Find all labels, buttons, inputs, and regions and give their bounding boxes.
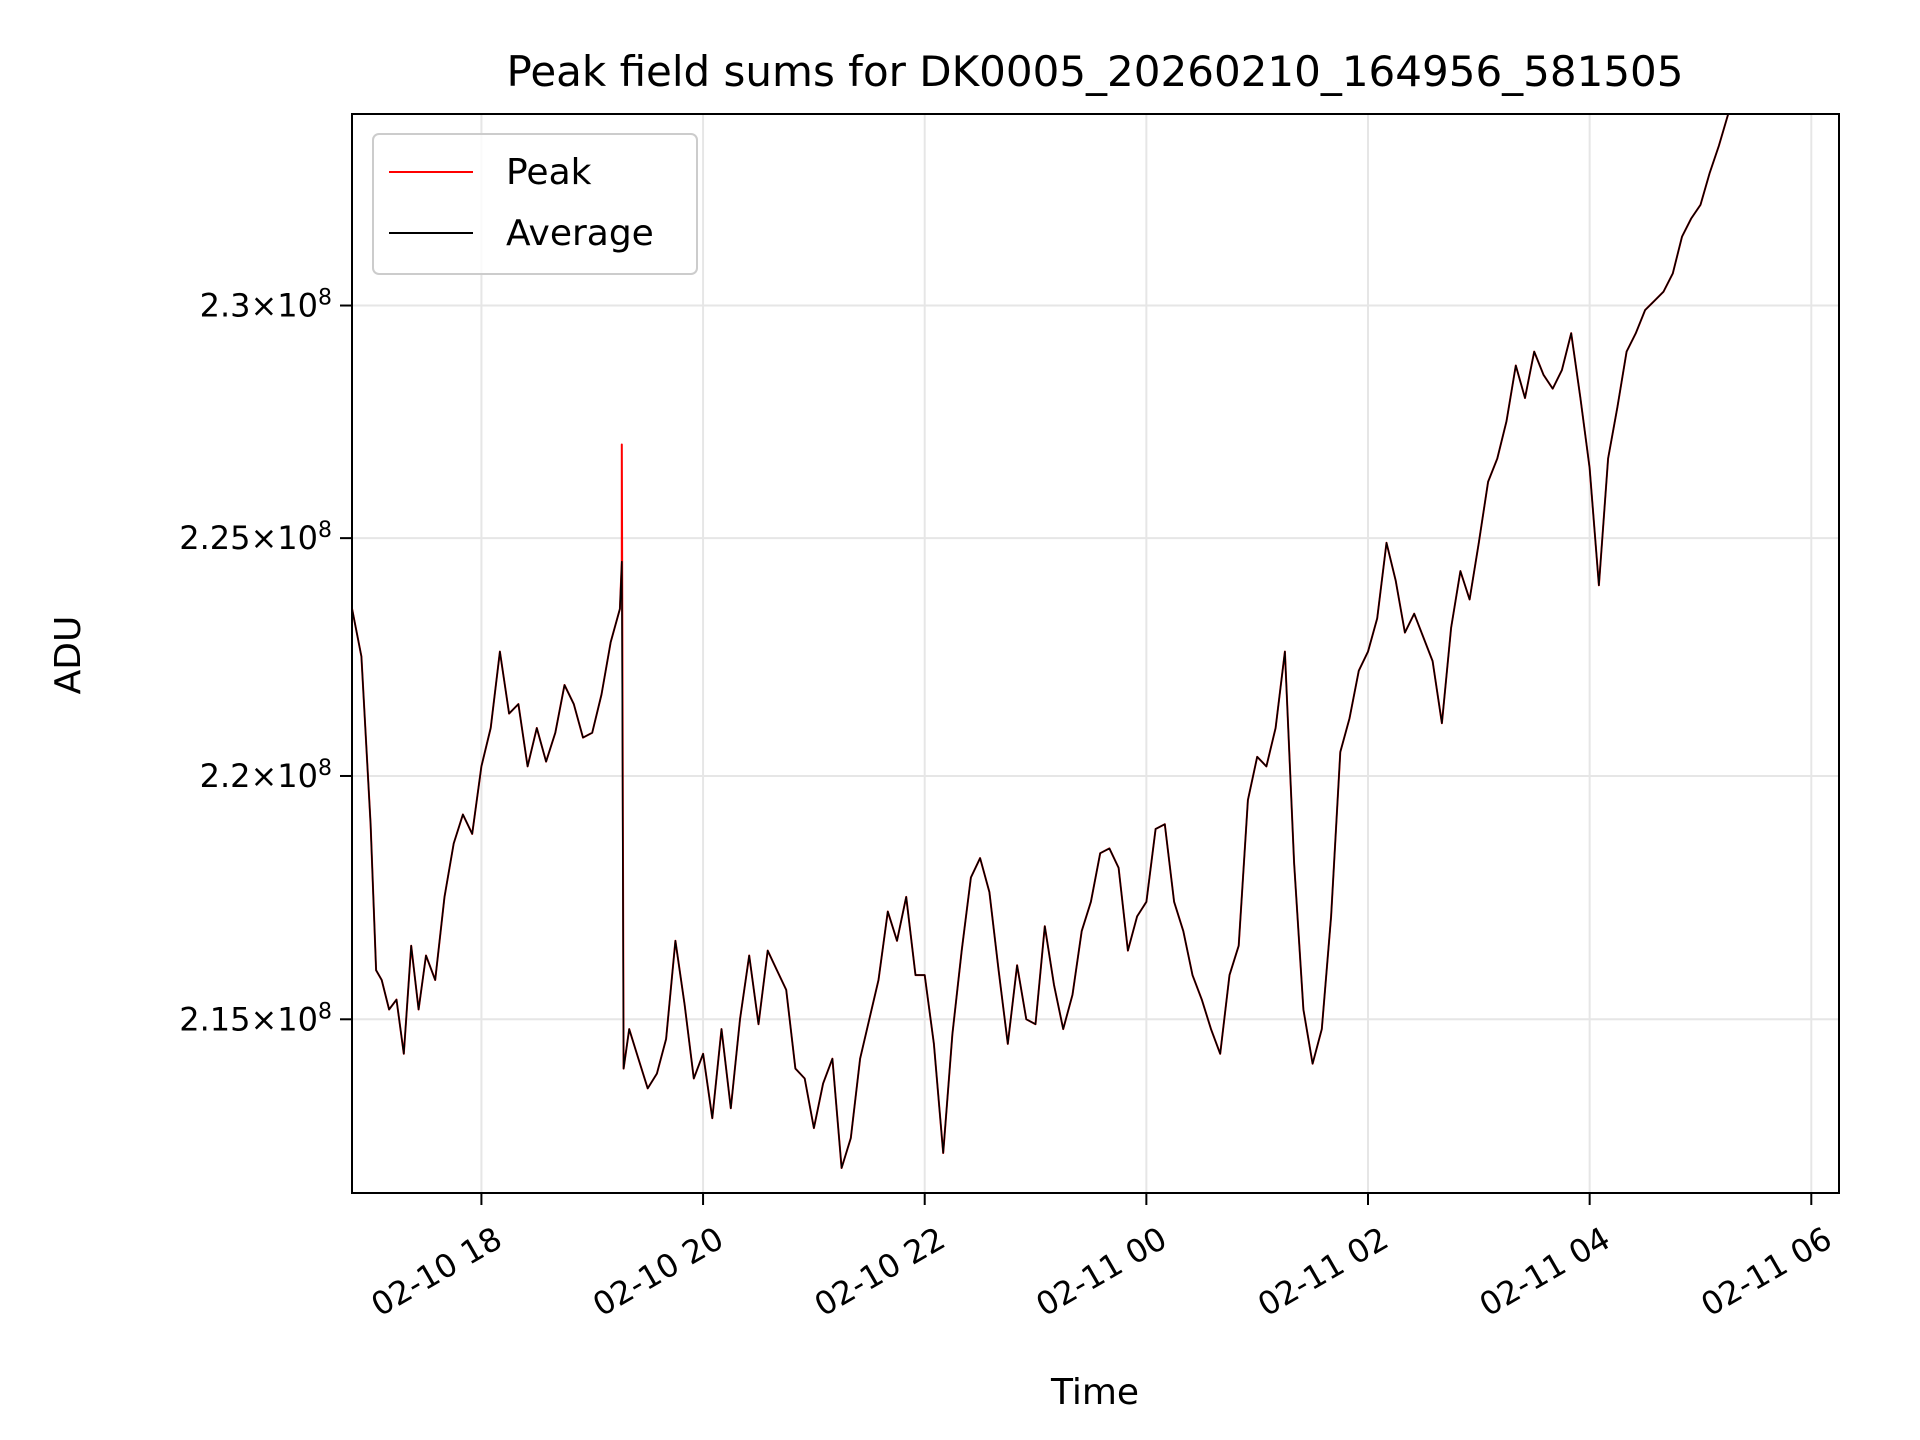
y-tick-label: 2.2×108: [200, 755, 332, 795]
y-tick-label: 2.15×108: [179, 999, 332, 1039]
legend-label-peak: Peak: [506, 152, 592, 193]
chart-title: Peak field sums for DK0005_20260210_1649…: [506, 47, 1683, 96]
y-axis-label: ADU: [48, 616, 89, 695]
legend-label-average: Average: [506, 213, 654, 254]
y-tick-label: 2.3×108: [200, 285, 332, 325]
plot-layer: [352, 114, 1730, 1169]
legend-box: [372, 133, 698, 275]
y-tick-label: 2.25×108: [179, 518, 332, 558]
legend: Peak Average: [372, 133, 698, 275]
x-axis-label: Time: [1050, 1372, 1139, 1413]
series-line-average: [352, 114, 1729, 1169]
plot-area-frame: [351, 113, 1840, 1194]
y-axis: 2.15×108 2.2×108 2.25×108 2.3×108: [179, 285, 352, 1038]
